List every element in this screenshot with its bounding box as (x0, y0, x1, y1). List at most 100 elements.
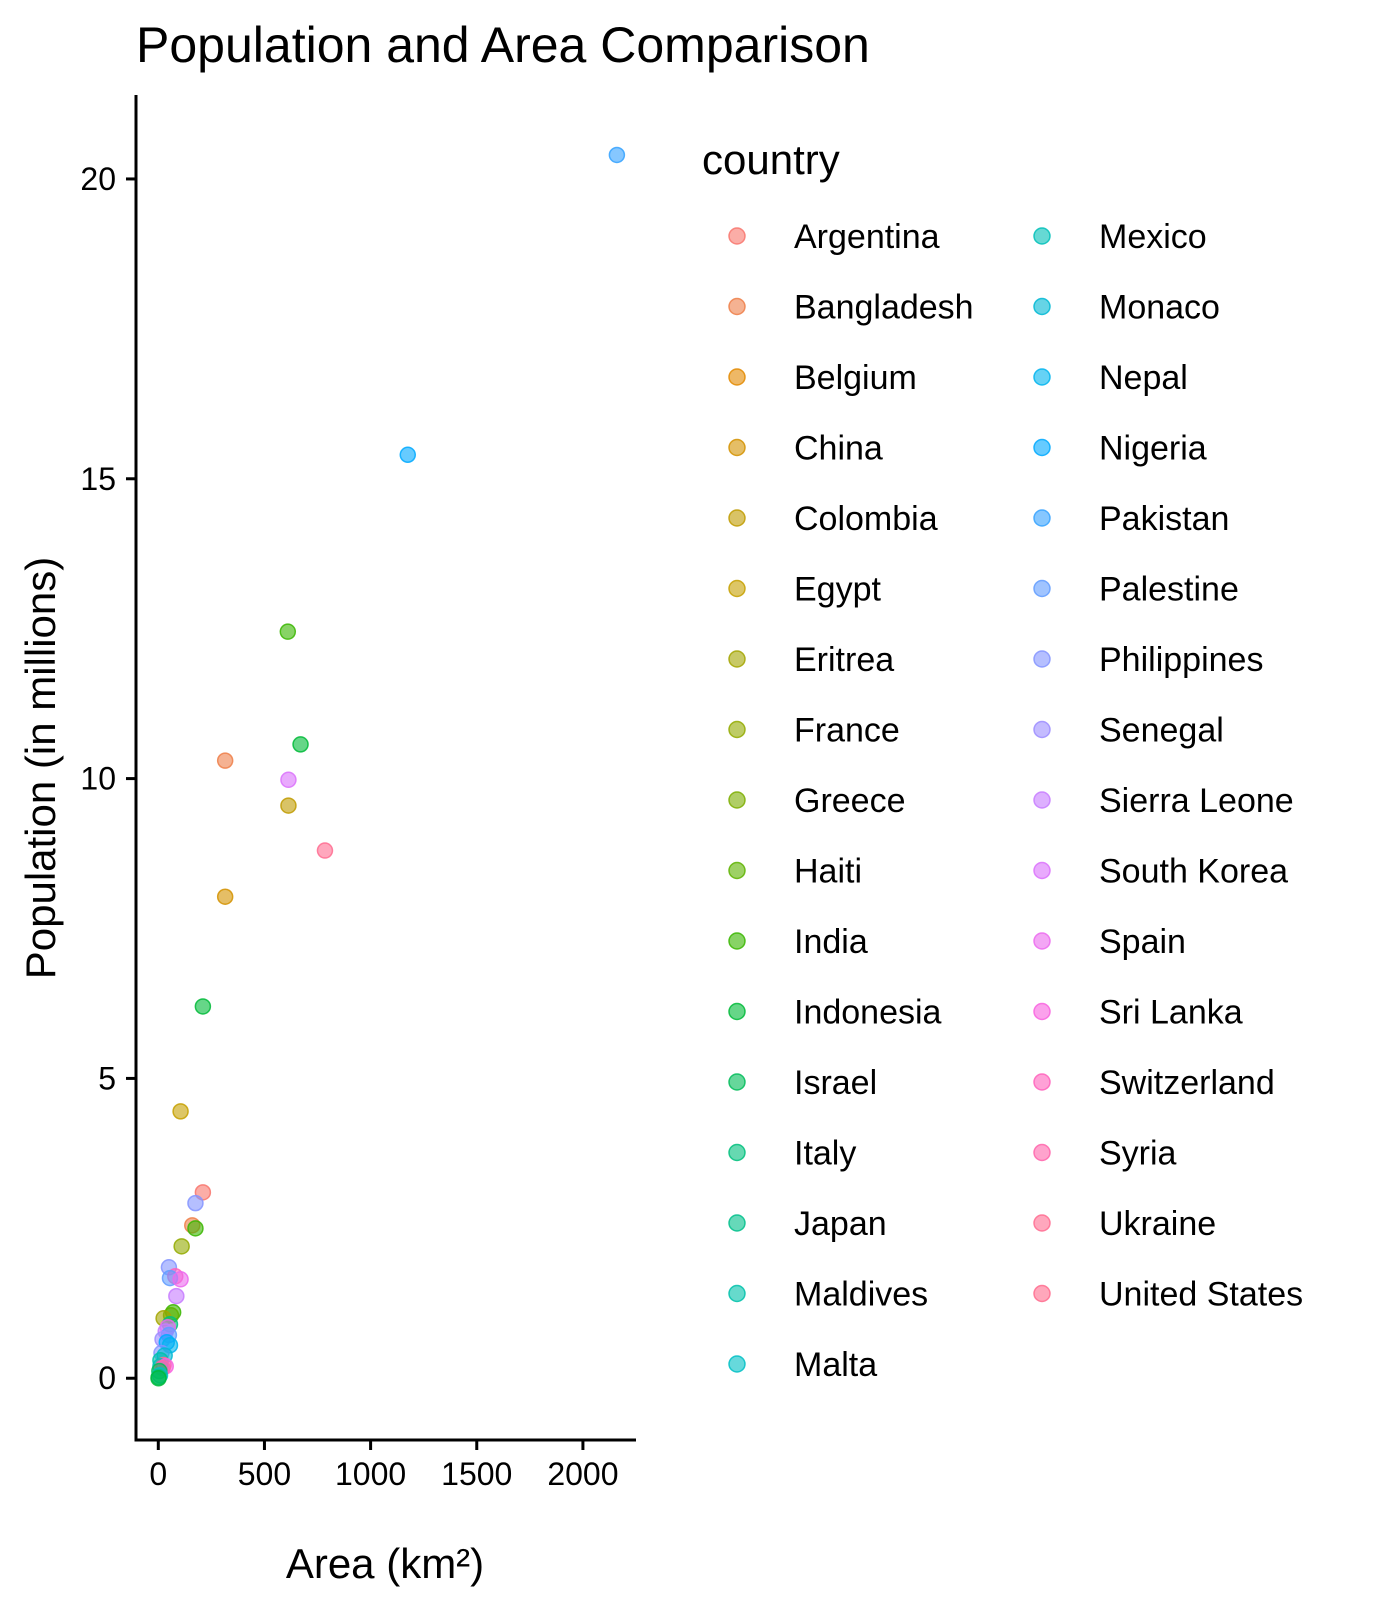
legend-key-2 (728, 368, 746, 386)
x-tick-label-0: 0 (149, 1456, 167, 1492)
legend-label-29: Switzerland (1099, 1064, 1275, 1102)
legend-label-24: Senegal (1099, 712, 1224, 750)
data-point-8 (216, 888, 234, 905)
data-point-4 (216, 752, 234, 769)
legend-key-6 (728, 650, 746, 668)
y-tick-label-4: 20 (80, 161, 116, 197)
legend-key-9 (728, 861, 746, 880)
legend-label-7: France (794, 712, 900, 750)
legend-title: country (702, 136, 840, 183)
legend-key-14 (728, 1214, 746, 1232)
legend: country Argentina Bangladesh Belgium China C… (702, 136, 1303, 1384)
data-point-14 (187, 1220, 204, 1237)
x-tick-label-3: 1500 (441, 1456, 512, 1492)
legend-key-29 (1033, 1073, 1051, 1091)
legend-key-21 (1033, 509, 1051, 527)
legend-label-19: Nepal (1099, 359, 1188, 397)
legend-key-22 (1033, 579, 1051, 598)
legend-label-6: Eritrea (794, 641, 894, 679)
chart-title: Population and Area Comparison (136, 17, 870, 73)
y-axis-title: Population (in millions) (17, 557, 64, 980)
y-tick-label-0: 0 (98, 1360, 116, 1396)
legend-label-9: Haiti (794, 853, 862, 891)
legend-label-5: Egypt (794, 571, 881, 609)
plot-area (150, 146, 626, 1387)
legend-key-28 (1033, 1002, 1051, 1021)
legend-label-3: China (794, 430, 883, 468)
x-axis-title: Area (km²) (286, 1540, 484, 1587)
legend-key-13 (728, 1143, 746, 1162)
legend-label-27: Spain (1099, 923, 1186, 961)
legend-key-30 (1033, 1143, 1051, 1162)
x-axis-ticks: 0 500 1000 1500 2000 (149, 1440, 619, 1492)
data-point-20 (168, 1287, 185, 1305)
legend-label-20: Nigeria (1099, 430, 1207, 468)
legend-label-1: Bangladesh (794, 289, 974, 327)
legend-label-0: Argentina (794, 218, 940, 256)
legend-label-28: Sri Lanka (1099, 994, 1243, 1032)
x-tick-label-4: 2000 (547, 1456, 618, 1492)
legend-key-24 (1033, 720, 1051, 739)
legend-items: Argentina Bangladesh Belgium China Colombia E… (728, 218, 1303, 1384)
legend-label-12: Israel (794, 1064, 877, 1102)
data-point-3 (292, 736, 309, 753)
legend-label-26: South Korea (1099, 853, 1288, 891)
legend-label-4: Colombia (794, 500, 938, 538)
legend-label-10: India (794, 923, 868, 961)
legend-key-0 (728, 227, 746, 245)
legend-label-23: Philippines (1099, 641, 1263, 679)
data-point-7 (316, 842, 334, 859)
x-tick-label-2: 1000 (335, 1456, 406, 1492)
legend-key-8 (728, 791, 746, 809)
legend-label-11: Indonesia (794, 994, 942, 1032)
legend-label-13: Italy (794, 1135, 856, 1173)
y-tick-label-2: 10 (80, 761, 116, 797)
legend-key-11 (728, 1002, 746, 1021)
legend-key-10 (728, 932, 746, 950)
legend-key-32 (1033, 1284, 1051, 1303)
legend-key-5 (728, 579, 746, 598)
data-point-41 (150, 1369, 167, 1387)
legend-key-16 (728, 1355, 746, 1373)
y-axis-ticks: 0 5 10 15 20 (80, 161, 136, 1396)
legend-label-32: United States (1099, 1276, 1303, 1314)
data-point-1 (399, 446, 417, 464)
data-point-19 (172, 1271, 189, 1288)
legend-key-1 (728, 297, 746, 316)
data-point-15 (173, 1238, 190, 1255)
legend-label-8: Greece (794, 782, 906, 820)
legend-key-7 (728, 720, 746, 739)
legend-key-18 (1033, 297, 1051, 316)
legend-key-23 (1033, 650, 1051, 668)
x-tick-label-1: 500 (238, 1456, 291, 1492)
data-point-9 (194, 998, 212, 1015)
y-tick-label-3: 15 (80, 461, 116, 497)
legend-key-26 (1033, 861, 1051, 880)
legend-label-18: Monaco (1099, 289, 1220, 327)
legend-label-25: Sierra Leone (1099, 782, 1294, 820)
legend-key-25 (1033, 791, 1051, 809)
legend-label-31: Ukraine (1099, 1205, 1216, 1243)
legend-label-14: Japan (794, 1205, 887, 1243)
data-point-6 (280, 797, 297, 814)
data-point-5 (280, 771, 297, 789)
legend-label-2: Belgium (794, 359, 917, 397)
legend-key-3 (728, 438, 746, 457)
legend-key-20 (1033, 438, 1051, 457)
legend-key-17 (1033, 227, 1051, 245)
legend-label-30: Syria (1099, 1135, 1177, 1173)
y-tick-label-1: 5 (98, 1060, 116, 1096)
legend-key-31 (1033, 1214, 1051, 1232)
data-point-2 (279, 623, 297, 640)
legend-key-12 (728, 1073, 746, 1091)
legend-label-15: Maldives (794, 1276, 928, 1314)
data-point-0 (608, 146, 626, 164)
data-point-10 (172, 1103, 189, 1120)
legend-label-16: Malta (794, 1346, 877, 1384)
legend-key-4 (728, 509, 746, 527)
legend-key-27 (1033, 932, 1051, 950)
data-point-12 (187, 1194, 204, 1212)
legend-label-22: Palestine (1099, 571, 1239, 609)
legend-label-17: Mexico (1099, 218, 1207, 256)
